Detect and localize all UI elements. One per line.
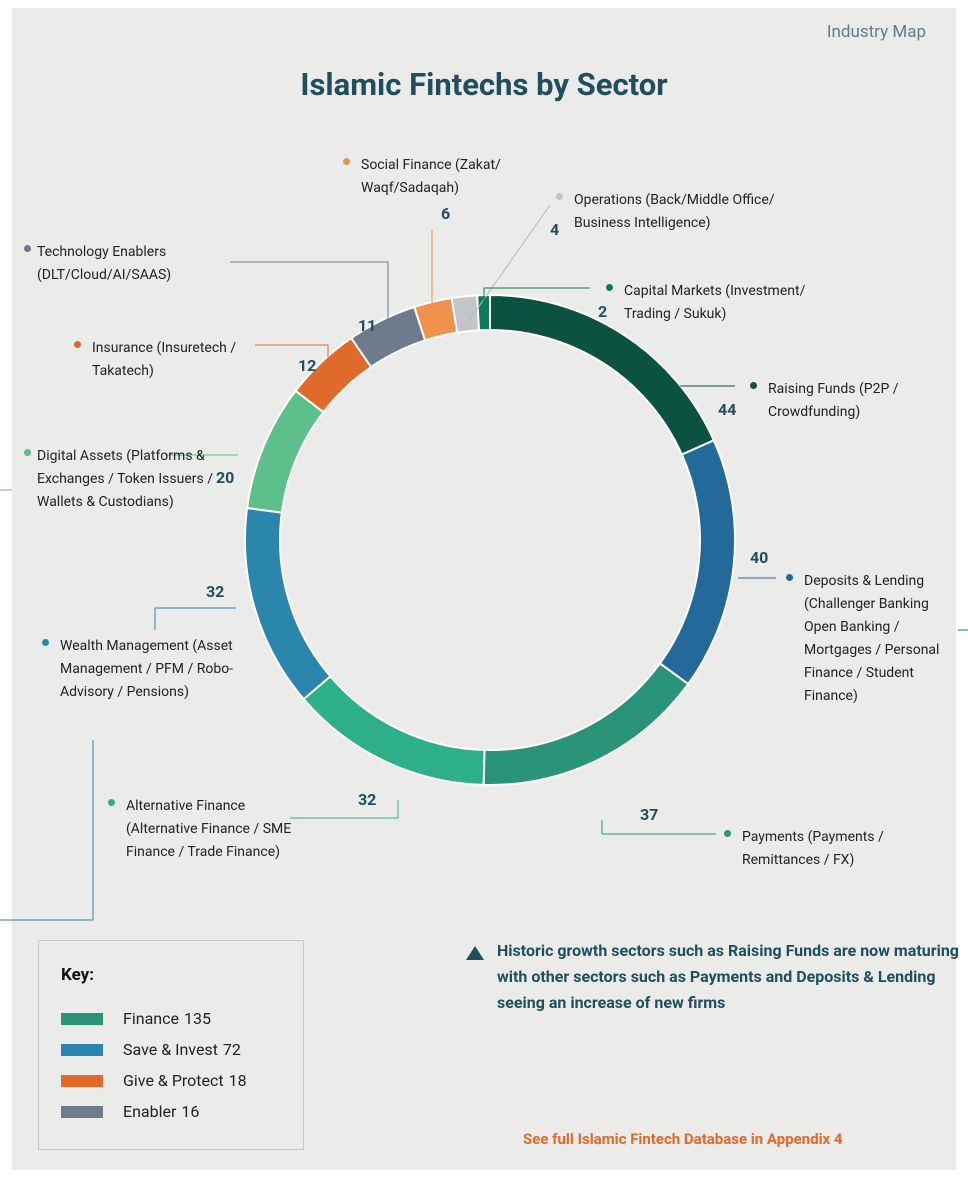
leader-line [601,820,716,835]
section-label: Industry Map [826,22,926,42]
legend-name: Save & Invest [123,1040,218,1059]
legend-value: 18 [228,1071,247,1090]
legend-value: 72 [222,1040,241,1059]
value-label: 2 [598,302,608,321]
value-label: 4 [550,220,560,239]
value-label: 20 [216,468,235,487]
legend-value: 135 [183,1009,211,1028]
slice-label: Operations (Back/Middle Office/ Business… [574,192,775,231]
leader-line [255,344,329,372]
legend-dot [786,574,793,581]
value-label: 12 [298,356,317,375]
legend-name: Enabler [123,1102,177,1121]
legend-dot [24,449,31,456]
legend-dot [74,341,81,348]
legend-swatch [61,1013,103,1025]
legend-title: Key: [61,965,95,985]
legend-dot [108,799,115,806]
leader-line [230,261,389,334]
legend-value: 16 [181,1102,200,1121]
donut-slice [245,389,325,514]
chart-title: Islamic Fintechs by Sector [300,66,668,103]
donut-slice [450,294,481,334]
slice-label: Insurance (Insuretech / Takatech) [92,340,237,379]
leader-line [290,800,399,819]
legend-item: Finance 135 [61,1009,211,1028]
legend-name: Finance [123,1009,179,1028]
legend-dot [556,193,563,200]
value-label: 6 [441,204,451,223]
note-icon [466,946,484,960]
slice-label: Social Finance (Zakat/ Waqf/Sadaqah) [361,157,501,196]
legend-swatch [61,1044,103,1056]
slice-label: Raising Funds (P2P / Crowdfunding) [768,381,899,420]
leader-line [738,577,968,631]
donut-slice [244,506,332,701]
legend-item: Give & Protect 18 [61,1071,247,1090]
link[interactable]: See full Islamic Fintech Database in App… [523,1130,843,1148]
value-label: 37 [640,805,659,824]
slice-label: Technology Enablers (DLT/Cloud/AI/SAAS) [37,244,172,283]
leader-line [0,454,238,491]
slice-label: Wealth Management (Asset Management / PF… [60,638,234,700]
note: Historic growth sectors such as Raising … [497,941,959,1012]
legend-swatch [61,1075,103,1087]
value-label: 32 [206,582,225,601]
slice-label: Alternative Finance (Alternative Finance… [126,798,292,860]
donut-slice [658,439,736,686]
leader-line [483,287,590,305]
value-label: 44 [718,400,737,419]
legend-dot [750,382,757,389]
legend-dot [606,284,613,291]
legend-dot [343,158,350,165]
legend-swatch [61,1106,103,1118]
value-label: 32 [358,790,377,809]
donut-slice [302,674,486,786]
donut-slice [482,662,690,786]
value-label: 40 [750,548,769,567]
slice-label: Payments (Payments / Remittances / FX) [742,829,884,868]
value-label: 11 [358,316,377,335]
legend-name: Give & Protect [123,1071,224,1090]
legend-item: Save & Invest 72 [61,1040,241,1059]
legend: Key: Finance 135 Save & Invest 72 Give & Pro… [38,940,304,1150]
leader-line [0,607,236,921]
slice-label: Deposits & Lending (Challenger Banking O… [804,573,940,704]
legend-dot [42,639,49,646]
legend-dot [24,245,31,252]
slice-label: Capital Markets (Investment/ Trading / S… [624,283,806,322]
legend-item: Enabler 16 [61,1102,199,1121]
leader-line [467,204,551,323]
slice-label: Digital Assets (Platforms & Exchanges / … [37,448,213,510]
panel [12,8,956,1170]
legend-dot [724,830,731,837]
